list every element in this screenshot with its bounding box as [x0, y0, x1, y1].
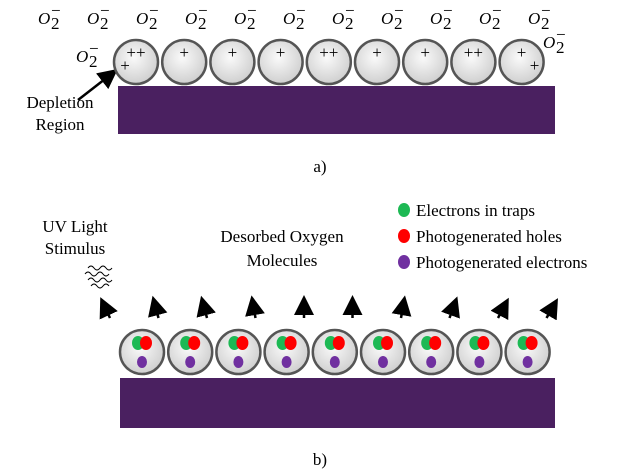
oxygen-sup: − — [100, 1, 110, 20]
charge: + — [517, 43, 527, 62]
oxygen-sup: − — [296, 1, 306, 20]
electron — [523, 356, 533, 368]
oxygen-sup: − — [247, 1, 257, 20]
oxygen-sup: − — [443, 1, 453, 20]
uv-icon — [85, 266, 112, 288]
oxygen-label: O2− — [381, 1, 404, 33]
oxygen-base: O — [136, 9, 148, 28]
oxygen-base: O — [76, 47, 88, 66]
caption: b) — [313, 450, 327, 469]
charge: + — [420, 43, 430, 62]
oxygen-base: O — [283, 9, 295, 28]
hole — [429, 336, 441, 350]
arrow — [252, 300, 255, 318]
uv-label: Stimulus — [45, 239, 105, 258]
oxygen-base: O — [430, 9, 442, 28]
electron — [282, 356, 292, 368]
electron — [233, 356, 243, 368]
arrow — [547, 302, 556, 318]
hole — [140, 336, 152, 350]
charge: + — [228, 43, 238, 62]
oxygen-sup: − — [541, 1, 551, 20]
arrow — [401, 300, 404, 318]
legend-label: Photogenerated electrons — [416, 253, 587, 272]
legend-dot — [398, 229, 410, 243]
oxygen-sup: − — [149, 1, 159, 20]
electron — [185, 356, 195, 368]
oxygen-base: O — [479, 9, 491, 28]
electron — [378, 356, 388, 368]
hole — [285, 336, 297, 350]
arrow — [450, 301, 456, 318]
oxygen-sup: − — [89, 39, 99, 58]
substrate — [120, 378, 555, 428]
electron — [474, 356, 484, 368]
electron — [137, 356, 147, 368]
charge: + — [179, 43, 189, 62]
oxygen-base: O — [234, 9, 246, 28]
desorbed-label: Molecules — [247, 251, 318, 270]
oxygen-base: O — [381, 9, 393, 28]
legend-label: Electrons in traps — [416, 201, 535, 220]
oxygen-base: O — [185, 9, 197, 28]
hole — [526, 336, 538, 350]
hole — [236, 336, 248, 350]
arrow — [102, 302, 110, 318]
hole — [381, 336, 393, 350]
charge: + — [120, 56, 130, 75]
hole — [333, 336, 345, 350]
substrate — [118, 86, 555, 134]
diagram: ++++++++++++++O2−O2−O2−O2−O2−O2−O2−O2−O2… — [0, 0, 641, 474]
arrow — [498, 302, 506, 318]
oxygen-base: O — [543, 33, 555, 52]
oxygen-label: O2− — [87, 1, 110, 33]
oxygen-sup: − — [492, 1, 502, 20]
oxygen-label: O2− — [38, 1, 61, 33]
legend-dot — [398, 255, 410, 269]
oxygen-sup: − — [394, 1, 404, 20]
oxygen-base: O — [87, 9, 99, 28]
electron — [330, 356, 340, 368]
charge: ++ — [319, 43, 338, 62]
electron — [426, 356, 436, 368]
legend-label: Photogenerated holes — [416, 227, 562, 246]
charge: + — [372, 43, 382, 62]
oxygen-label: O2− — [528, 1, 551, 33]
oxygen-base: O — [332, 9, 344, 28]
arrow — [202, 301, 207, 318]
uv-label: UV Light — [42, 217, 108, 236]
hole — [477, 336, 489, 350]
charge: + — [530, 56, 540, 75]
hole — [188, 336, 200, 350]
oxygen-sup: − — [345, 1, 355, 20]
desorbed-label: Desorbed Oxygen — [220, 227, 344, 246]
caption: a) — [313, 157, 326, 176]
legend-dot — [398, 203, 410, 217]
oxygen-sup: − — [198, 1, 208, 20]
oxygen-label: O2− — [283, 1, 306, 33]
arrow — [154, 301, 159, 318]
oxygen-base: O — [528, 9, 540, 28]
charge: ++ — [464, 43, 483, 62]
depletion-label: Region — [35, 115, 85, 134]
charge: + — [276, 43, 286, 62]
oxygen-sup: − — [51, 1, 61, 20]
oxygen-sup: − — [556, 25, 566, 44]
depletion-label: Depletion — [26, 93, 94, 112]
oxygen-base: O — [38, 9, 50, 28]
